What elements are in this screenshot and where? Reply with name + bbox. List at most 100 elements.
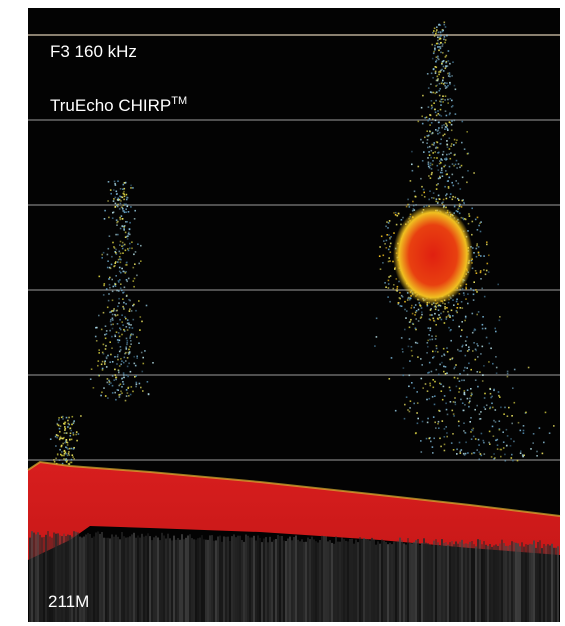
echo-dot (431, 43, 433, 46)
echo-dot (130, 386, 133, 388)
echo-dot (104, 333, 106, 336)
echo-dot (437, 309, 440, 311)
texture-strip (277, 535, 279, 622)
echo-dot (453, 154, 456, 156)
echo-dot (111, 375, 114, 377)
texture-strip (331, 542, 333, 622)
echo-dot (460, 206, 463, 208)
echo-dot (119, 393, 122, 396)
echo-dot (114, 314, 117, 317)
texture-strip (391, 544, 393, 622)
echo-dot (434, 119, 437, 122)
echo-dot (117, 280, 120, 282)
echo-dot (431, 335, 433, 337)
echo-dot (413, 306, 415, 309)
echo-dot (67, 419, 69, 422)
echo-dot (130, 187, 132, 189)
echo-dot (505, 444, 508, 447)
echo-dot (452, 433, 454, 435)
echo-dot (120, 283, 122, 285)
echo-dot (134, 209, 136, 212)
echo-dot (448, 72, 451, 74)
echo-dot (439, 160, 441, 162)
echo-dot (495, 372, 498, 374)
echo-dot (462, 344, 464, 347)
echo-dot (440, 318, 443, 321)
texture-strip (383, 540, 385, 622)
texture-strip (165, 538, 167, 622)
echo-dot (445, 316, 448, 318)
texture-strip (335, 536, 337, 622)
echo-dot (519, 452, 522, 454)
echo-dot (422, 387, 424, 389)
depth-label: 211M (48, 592, 89, 611)
echo-dot (126, 322, 129, 325)
echo-dot (477, 251, 480, 254)
echo-dot (432, 160, 434, 162)
echo-dot (447, 60, 450, 62)
echo-dot (435, 324, 437, 326)
echo-dot (457, 197, 459, 200)
echo-dot (123, 211, 126, 214)
echo-dot (453, 367, 455, 370)
echo-dot (445, 126, 448, 128)
echo-dot (129, 370, 132, 373)
texture-strip (451, 541, 453, 622)
texture-strip (171, 540, 173, 622)
echo-dot (443, 133, 446, 136)
echo-dot (445, 61, 447, 64)
echo-dot (140, 244, 142, 247)
texture-strip (173, 535, 175, 622)
echo-dot (385, 247, 388, 249)
echo-dot (118, 198, 121, 201)
echo-dot (111, 290, 114, 293)
echo-dot (53, 459, 55, 461)
echo-dot (107, 299, 110, 302)
texture-strip (31, 531, 33, 622)
echo-dot (126, 221, 128, 223)
echo-dot (432, 144, 435, 146)
echo-dot (112, 323, 114, 326)
echo-dot (440, 51, 442, 54)
echo-dot (60, 416, 63, 419)
echo-dot (133, 218, 136, 220)
echo-dot (431, 314, 433, 316)
echo-dot (119, 346, 122, 348)
echo-dot (55, 434, 58, 436)
texture-strip (115, 534, 117, 622)
echo-dot (473, 328, 476, 330)
texture-strip (111, 534, 113, 622)
echo-dot (104, 361, 106, 364)
texture-strip (485, 544, 487, 622)
echo-dot (510, 438, 512, 440)
echo-dot (449, 389, 452, 392)
echo-dot (402, 374, 405, 377)
echo-dot (435, 85, 437, 87)
echo-dot (435, 335, 437, 337)
texture-strip (375, 544, 377, 622)
echo-dot (447, 102, 449, 104)
echo-dot (481, 323, 484, 326)
texture-strip (441, 539, 443, 622)
echo-dot (414, 195, 417, 198)
echo-dot (462, 452, 465, 455)
echo-dot (107, 181, 110, 183)
texture-strip (501, 539, 503, 622)
echo-dot (440, 82, 443, 85)
echo-dot (437, 57, 439, 60)
echo-dot (103, 284, 105, 287)
echo-dot (426, 139, 429, 141)
texture-strip (193, 539, 195, 622)
echo-dot (476, 313, 478, 316)
echo-dot (387, 260, 390, 263)
echo-dot (443, 23, 446, 26)
echo-dot (97, 364, 99, 367)
texture-strip (231, 536, 233, 622)
echo-dot (458, 425, 460, 427)
echo-dot (446, 146, 449, 148)
echo-dot (53, 461, 56, 463)
echo-dot (470, 388, 472, 390)
texture-strip (473, 544, 475, 622)
echo-dot (479, 418, 482, 420)
echo-dot (65, 458, 68, 460)
